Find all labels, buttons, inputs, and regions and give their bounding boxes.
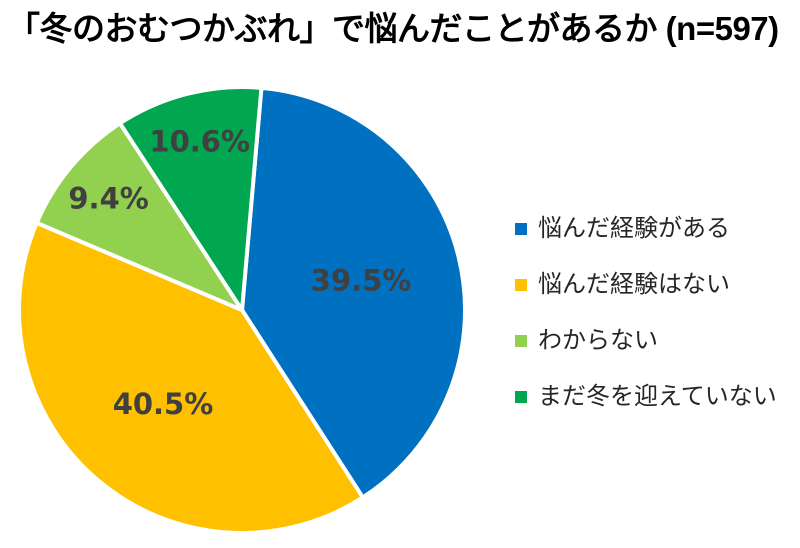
legend-swatch-icon (515, 223, 527, 235)
chart-title: 「冬のおむつかぶれ」で悩んだことがあるか (n=597) (7, 10, 779, 47)
legend-swatch-icon (515, 279, 527, 291)
pie-data-label: 10.6% (149, 124, 250, 158)
legend-label: 悩んだ経験がある (538, 215, 730, 242)
legend-label: わからない (538, 327, 658, 354)
pie-data-label: 39.5% (311, 264, 412, 298)
legend-label: まだ冬を迎えていない (538, 383, 777, 410)
pie-slice (17, 220, 365, 535)
legend: 悩んだ経験がある 悩んだ経験はない わからない まだ冬を迎えていない (515, 216, 777, 410)
legend-item: わからない (515, 328, 777, 354)
legend-item: 悩んだ経験がある (515, 216, 777, 242)
legend-label: 悩んだ経験はない (538, 271, 730, 298)
pie-data-label: 40.5% (113, 387, 214, 421)
legend-swatch-icon (515, 391, 527, 403)
legend-item: まだ冬を迎えていない (515, 384, 777, 410)
legend-item: 悩んだ経験はない (515, 272, 777, 298)
legend-swatch-icon (515, 335, 527, 347)
pie-slice (118, 85, 264, 312)
pie-data-label: 9.4% (68, 181, 148, 215)
pie-slice (34, 121, 244, 312)
